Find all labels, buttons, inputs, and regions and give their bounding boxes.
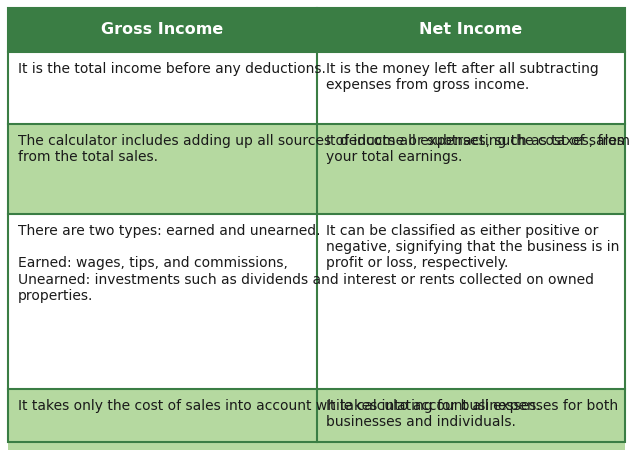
Text: Net Income: Net Income <box>419 22 522 37</box>
Bar <box>316 8 625 52</box>
Text: There are two types: earned and unearned.

Earned: wages, tips, and commissions,: There are two types: earned and unearned… <box>18 224 594 303</box>
Bar <box>316 124 625 214</box>
Bar <box>316 389 625 450</box>
Text: It is the money left after all subtracting expenses from gross income.: It is the money left after all subtracti… <box>327 62 599 92</box>
Bar <box>8 8 316 52</box>
Bar <box>8 389 316 450</box>
Text: It takes only the cost of sales into account while calculating for businesses.: It takes only the cost of sales into acc… <box>18 399 541 413</box>
Text: It deducts all expenses, such as taxes, from your total earnings.: It deducts all expenses, such as taxes, … <box>327 134 630 164</box>
Text: It can be classified as either positive or negative, signifying that the busines: It can be classified as either positive … <box>327 224 620 270</box>
Text: Gross Income: Gross Income <box>101 22 223 37</box>
Bar <box>8 52 316 124</box>
Text: It takes into account all expenses for both businesses and individuals.: It takes into account all expenses for b… <box>327 399 618 429</box>
Bar <box>316 52 625 124</box>
Bar <box>316 214 625 389</box>
Bar <box>8 124 316 214</box>
Text: The calculator includes adding up all sources of income or subtracting the cost : The calculator includes adding up all so… <box>18 134 624 164</box>
Text: It is the total income before any deductions.: It is the total income before any deduct… <box>18 62 326 76</box>
Bar <box>8 214 316 389</box>
